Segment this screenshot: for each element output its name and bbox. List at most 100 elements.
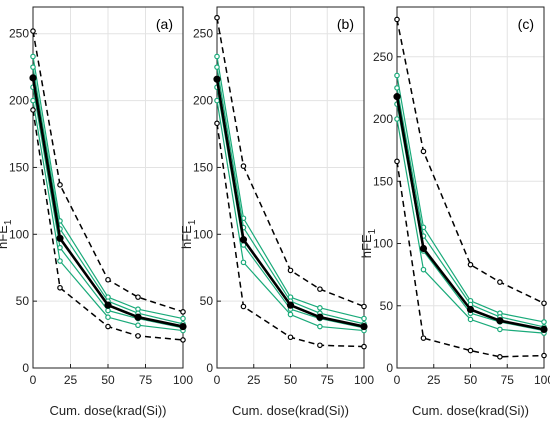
y-tick-label: 0 — [206, 361, 213, 375]
x-axis-label: Cum. dose(krad(Si)) — [49, 403, 166, 418]
data-point — [394, 116, 400, 122]
x-tick-label: 0 — [214, 373, 221, 387]
y-tick-label: 150 — [193, 160, 213, 174]
panel-label: (b) — [337, 16, 354, 32]
y-axis-label-main: hFE — [0, 225, 10, 249]
data-point — [30, 97, 36, 104]
y-axis-label-main: hFE — [359, 234, 374, 258]
data-point — [467, 261, 474, 268]
y-tick-label: 100 — [373, 237, 393, 251]
data-point — [420, 148, 427, 155]
data-point — [287, 334, 294, 341]
y-tick-label: 50 — [380, 299, 394, 313]
y-axis-label-subscript: 1 — [187, 219, 198, 225]
x-tick-label: 25 — [247, 373, 261, 387]
data-point — [240, 259, 247, 266]
data-point — [541, 352, 547, 359]
chart-panel-2: 0 25 50 75 100 0 50 100 150 200 250 Cum. dose(krad(… — [179, 6, 374, 418]
series-sample-6 — [214, 97, 367, 334]
data-point — [394, 16, 400, 23]
data-point — [134, 313, 142, 321]
data-point — [361, 303, 367, 310]
y-tick-label: 250 — [193, 27, 213, 41]
data-point — [287, 267, 294, 274]
data-point — [57, 258, 63, 264]
x-tick-label: 100 — [534, 373, 550, 387]
x-tick-label: 0 — [394, 373, 401, 387]
series-bound-1 — [30, 28, 186, 315]
data-point — [420, 335, 427, 341]
y-tick-label: 200 — [9, 94, 29, 108]
x-axis-label: Cum. dose(krad(Si)) — [232, 403, 349, 418]
data-point — [214, 120, 220, 127]
series-mean-7 — [29, 74, 187, 331]
data-point — [317, 305, 323, 311]
data-point — [286, 301, 295, 309]
data-point — [135, 322, 141, 329]
x-tick-label: 100 — [173, 373, 193, 387]
data-point — [467, 316, 474, 323]
data-point — [30, 64, 36, 70]
y-axis-label: hFE1 — [0, 219, 14, 249]
data-point — [317, 323, 323, 330]
y-tick-label: 50 — [200, 294, 214, 308]
y-axis-label-subscript: 1 — [367, 228, 378, 234]
series-bound-2 — [30, 107, 186, 343]
chart-panel-3: 0 25 50 75 100 0 50 100 150 200 250 Cum. dose(krad(… — [359, 6, 550, 418]
panel-label: (c) — [518, 16, 534, 32]
x-axis-label: Cum. dose(krad(Si)) — [412, 403, 529, 418]
y-axis-label: hFE1 — [179, 219, 198, 249]
data-point — [135, 294, 141, 300]
data-point — [180, 309, 186, 315]
data-point — [180, 337, 186, 343]
y-tick-label: 0 — [22, 361, 29, 375]
data-point — [214, 97, 220, 104]
data-point — [466, 305, 475, 314]
data-point — [419, 244, 428, 253]
x-tick-label: 25 — [427, 373, 441, 387]
series-mean-7 — [213, 75, 368, 331]
data-point — [361, 343, 367, 350]
data-point — [56, 234, 64, 242]
y-tick-label: 250 — [9, 27, 29, 41]
data-point — [420, 266, 427, 273]
data-point — [541, 300, 547, 307]
data-point — [497, 326, 503, 333]
data-point — [57, 284, 63, 291]
data-point — [135, 333, 141, 339]
series-mean-7 — [393, 93, 548, 334]
y-axis-label: hFE1 — [359, 228, 378, 258]
x-tick-label: 50 — [464, 373, 478, 387]
data-point — [214, 64, 220, 70]
y-tick-label: 200 — [193, 94, 213, 108]
y-axis-label-subscript: 1 — [3, 219, 14, 225]
data-point — [317, 286, 323, 292]
chart-panel-1: 0 25 50 75 100 0 50 100 150 200 250 Cum. dose(krad(… — [0, 6, 193, 418]
data-point — [240, 163, 247, 169]
series-sample-3 — [214, 53, 367, 322]
data-point — [213, 75, 221, 83]
series-bound-2 — [394, 158, 547, 360]
series-line — [396, 161, 545, 358]
x-tick-label: 50 — [284, 373, 298, 387]
data-point — [30, 53, 36, 60]
y-tick-label: 0 — [386, 361, 393, 375]
data-point — [105, 314, 111, 320]
data-point — [360, 322, 368, 331]
y-tick-label: 150 — [373, 174, 393, 188]
data-point — [541, 319, 547, 325]
data-point — [467, 347, 474, 354]
data-point — [394, 72, 400, 79]
y-tick-label: 250 — [373, 50, 393, 64]
x-tick-label: 75 — [321, 373, 335, 387]
data-point — [29, 74, 37, 82]
data-point — [104, 301, 112, 309]
data-point — [30, 107, 36, 113]
y-tick-label: 50 — [16, 294, 30, 308]
y-tick-label: 200 — [373, 112, 393, 126]
data-point — [287, 311, 294, 318]
data-point — [105, 307, 111, 314]
data-point — [180, 315, 186, 322]
data-point — [497, 279, 503, 285]
